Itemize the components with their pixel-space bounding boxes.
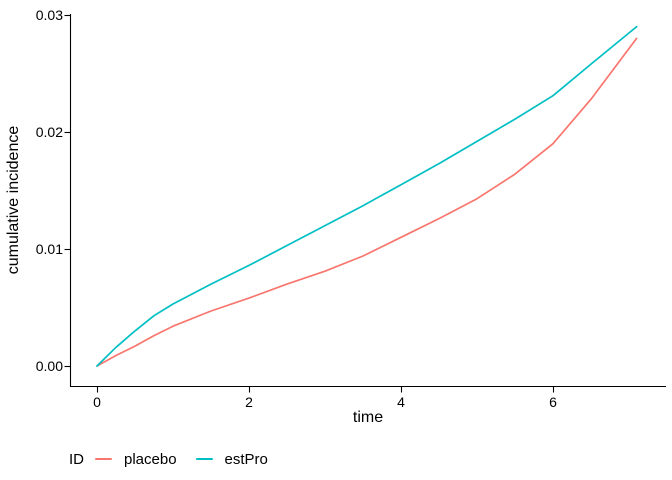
legend-label-estpro: estPro [224,450,268,468]
x-tick-label-0: 0 [93,394,101,410]
y-tick-label-3: 0.03 [35,7,63,23]
legend-item-placebo: placebo [95,451,177,468]
y-tick-label-0: 0.00 [35,358,63,374]
legend-label-placebo: placebo [124,450,177,468]
y-tick-label-2: 0.02 [35,124,63,140]
x-axis-title: time [352,409,384,426]
legend-key-estpro [195,458,213,460]
legend-key-placebo [95,458,112,460]
x-tick-label-3: 6 [549,394,557,410]
series-line-estPro [96,25,638,367]
x-tick-label-1: 2 [245,394,253,410]
x-tick-label-2: 4 [397,394,405,410]
legend: ID placebo estPro [69,449,287,469]
series-line-placebo [96,37,638,367]
legend-title: ID [69,450,84,468]
legend-item-estpro: estPro [195,450,268,468]
y-tick-label-1: 0.01 [35,241,63,257]
